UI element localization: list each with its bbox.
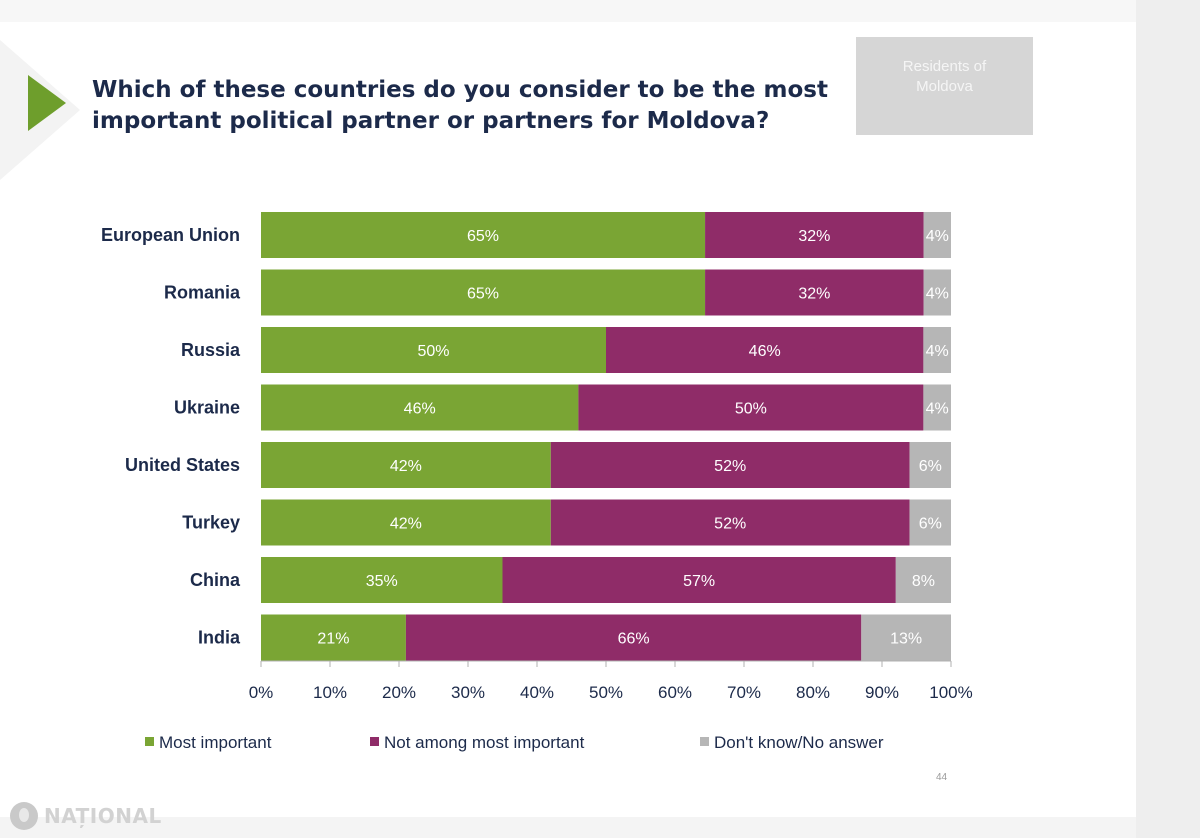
data-label: 8% xyxy=(912,573,935,590)
data-label: 50% xyxy=(417,343,449,360)
bar-segment xyxy=(861,614,951,661)
page-number: 44 xyxy=(936,772,948,783)
bar-segment xyxy=(909,442,951,488)
category-label: Russia xyxy=(181,340,241,360)
bar-segment xyxy=(261,384,579,431)
bar-segment xyxy=(261,557,503,603)
data-label: 57% xyxy=(683,573,715,590)
audience-badge: Residents of Moldova xyxy=(856,37,1033,135)
brand-logo-icon xyxy=(10,802,38,830)
bar-segment xyxy=(909,499,951,546)
data-label: 4% xyxy=(926,401,949,418)
x-tick-label: 90% xyxy=(865,683,899,702)
bar-segment xyxy=(606,327,924,373)
legend-swatch xyxy=(700,737,709,746)
category-labels: European Union Romania Russia Ukraine United… xyxy=(101,225,241,648)
stacked-bar-chart: European Union Romania Russia Ukraine United… xyxy=(101,212,973,752)
category-label: United States xyxy=(125,455,240,475)
right-margin xyxy=(1136,0,1200,838)
data-label: 13% xyxy=(890,631,922,648)
x-tick-label: 50% xyxy=(589,683,623,702)
legend-swatch xyxy=(370,737,379,746)
data-label: 42% xyxy=(390,458,422,475)
category-label: European Union xyxy=(101,225,240,245)
data-label: 6% xyxy=(919,516,942,533)
data-label: 65% xyxy=(467,228,499,245)
x-tick-label: 0% xyxy=(249,683,274,702)
brand-name: NAȚIONAL xyxy=(44,804,162,828)
legend-swatch xyxy=(145,737,154,746)
bar-segments xyxy=(261,212,951,661)
x-tick-label: 40% xyxy=(520,683,554,702)
data-label: 4% xyxy=(926,343,949,360)
data-label: 6% xyxy=(919,458,942,475)
bar-segment xyxy=(895,557,951,603)
bar-segment xyxy=(261,269,706,316)
data-label: 32% xyxy=(798,286,830,303)
bar-segment xyxy=(550,442,910,488)
bar-segment xyxy=(705,212,924,258)
x-tick-label: 80% xyxy=(796,683,830,702)
bar-segment xyxy=(550,499,910,546)
bar-segment xyxy=(261,212,706,258)
category-label: Romania xyxy=(164,283,241,303)
bar-segment xyxy=(923,212,951,258)
legend-label: Don't know/No answer xyxy=(714,733,884,752)
top-bar xyxy=(0,0,1136,22)
data-label: 4% xyxy=(926,228,949,245)
brand-watermark: NAȚIONAL xyxy=(10,800,162,832)
data-label: 46% xyxy=(404,401,436,418)
data-label: 66% xyxy=(618,631,650,648)
data-label: 52% xyxy=(714,458,746,475)
bar-value-labels: 65% 32% 4% 65% 32% 4% 50% 46% 4% 46% 50% 4% 42% 52% 6%… xyxy=(317,228,948,648)
bar-segment xyxy=(405,614,862,661)
data-label: 52% xyxy=(714,516,746,533)
bar-segment xyxy=(502,557,896,603)
bar-segment xyxy=(261,327,606,373)
bar-segment xyxy=(578,384,924,431)
x-tick-label: 20% xyxy=(382,683,416,702)
x-tick-label: 60% xyxy=(658,683,692,702)
data-label: 32% xyxy=(798,228,830,245)
category-label: China xyxy=(190,570,241,590)
bar-segment xyxy=(261,442,551,488)
x-tick-label: 70% xyxy=(727,683,761,702)
data-label: 65% xyxy=(467,286,499,303)
bar-segment xyxy=(923,384,951,431)
chart-title: Which of these countries do you consider… xyxy=(92,77,828,134)
category-label: Ukraine xyxy=(174,398,240,418)
data-label: 4% xyxy=(926,286,949,303)
bottom-margin xyxy=(0,817,1136,838)
data-label: 46% xyxy=(749,343,781,360)
data-label: 35% xyxy=(366,573,398,590)
bar-segment xyxy=(705,269,924,316)
legend-label: Not among most important xyxy=(384,733,585,752)
green-arrow-icon xyxy=(28,75,66,131)
bar-segment xyxy=(261,614,406,661)
category-label: Turkey xyxy=(182,513,240,533)
audience-badge-label: Residents of Moldova xyxy=(902,58,987,95)
bar-segment xyxy=(261,499,551,546)
legend: Most important Not among most important Do… xyxy=(145,733,884,752)
category-label: India xyxy=(198,628,241,648)
x-tick-label: 10% xyxy=(313,683,347,702)
x-axis-ticks: 0% 10% 20% 30% 40% 50% 60% 70% 80% 90% 100% xyxy=(249,661,973,702)
data-label: 21% xyxy=(317,631,349,648)
data-label: 50% xyxy=(735,401,767,418)
x-tick-label: 100% xyxy=(929,683,972,702)
data-label: 42% xyxy=(390,516,422,533)
bar-segment xyxy=(923,327,951,373)
legend-label: Most important xyxy=(159,733,272,752)
bar-segment xyxy=(923,269,951,316)
x-tick-label: 30% xyxy=(451,683,485,702)
